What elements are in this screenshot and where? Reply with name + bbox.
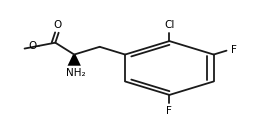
Text: F: F	[231, 45, 236, 55]
Text: Cl: Cl	[165, 20, 175, 30]
Text: O: O	[53, 20, 62, 30]
Text: F: F	[167, 106, 172, 116]
Polygon shape	[68, 55, 81, 66]
Text: O: O	[29, 41, 37, 51]
Text: NH₂: NH₂	[66, 68, 85, 78]
